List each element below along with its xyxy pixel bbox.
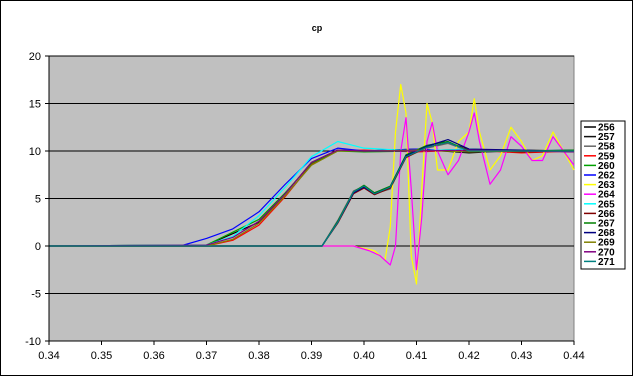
legend-label: 265 [598,199,615,210]
series-lines [48,83,575,285]
legend-label: 260 [598,161,615,172]
x-tick-label: 0.40 [353,350,374,362]
x-tick-label: 0.43 [511,350,532,362]
legend-label: 271 [598,257,615,268]
x-tick-label: 0.38 [248,350,269,362]
y-tick-label: 15 [29,99,41,111]
series-line-264 [49,112,575,271]
legend-label: 269 [598,238,615,249]
x-tick-label: 0.34 [38,350,59,362]
x-tick-label: 0.44 [563,350,584,362]
y-axis-ticks: -10 -5 0 5 10 15 20 [25,51,49,348]
legend-label: 258 [598,142,615,153]
legend-label: 257 [598,132,615,143]
x-tick-label: 0.42 [458,350,479,362]
x-axis-ticks: 0.34 0.35 0.36 0.37 0.38 0.39 0.40 0.41 0.42 0.43… [38,341,585,362]
x-tick-label: 0.35 [91,350,112,362]
legend-label: 256 [598,123,615,134]
series-line-271 [49,141,574,247]
y-tick-label: 10 [29,146,41,158]
series-line-269 [49,149,574,247]
legend-label: 264 [598,190,615,201]
x-tick-label: 0.37 [196,350,217,362]
y-tick-label: -10 [25,336,41,348]
legend-label: 268 [598,228,615,239]
x-tick-label: 0.39 [301,350,322,362]
y-tick-label: 0 [35,241,41,253]
legend-label: 270 [598,247,615,258]
y-tick-label: -5 [31,289,41,301]
legend-label: 262 [598,171,615,182]
legend: 2562572582592602622632642652662672682692… [580,120,626,270]
legend-label: 266 [598,209,615,220]
chart-title: cp [312,23,323,33]
x-tick-label: 0.36 [143,350,164,362]
legend-label: 259 [598,151,615,162]
series-line-270 [48,149,575,247]
y-tick-label: 5 [35,194,41,206]
legend-label: 267 [598,219,615,230]
legend-label: 263 [598,180,615,191]
x-tick-label: 0.41 [406,350,427,362]
y-tick-label: 20 [29,51,41,63]
